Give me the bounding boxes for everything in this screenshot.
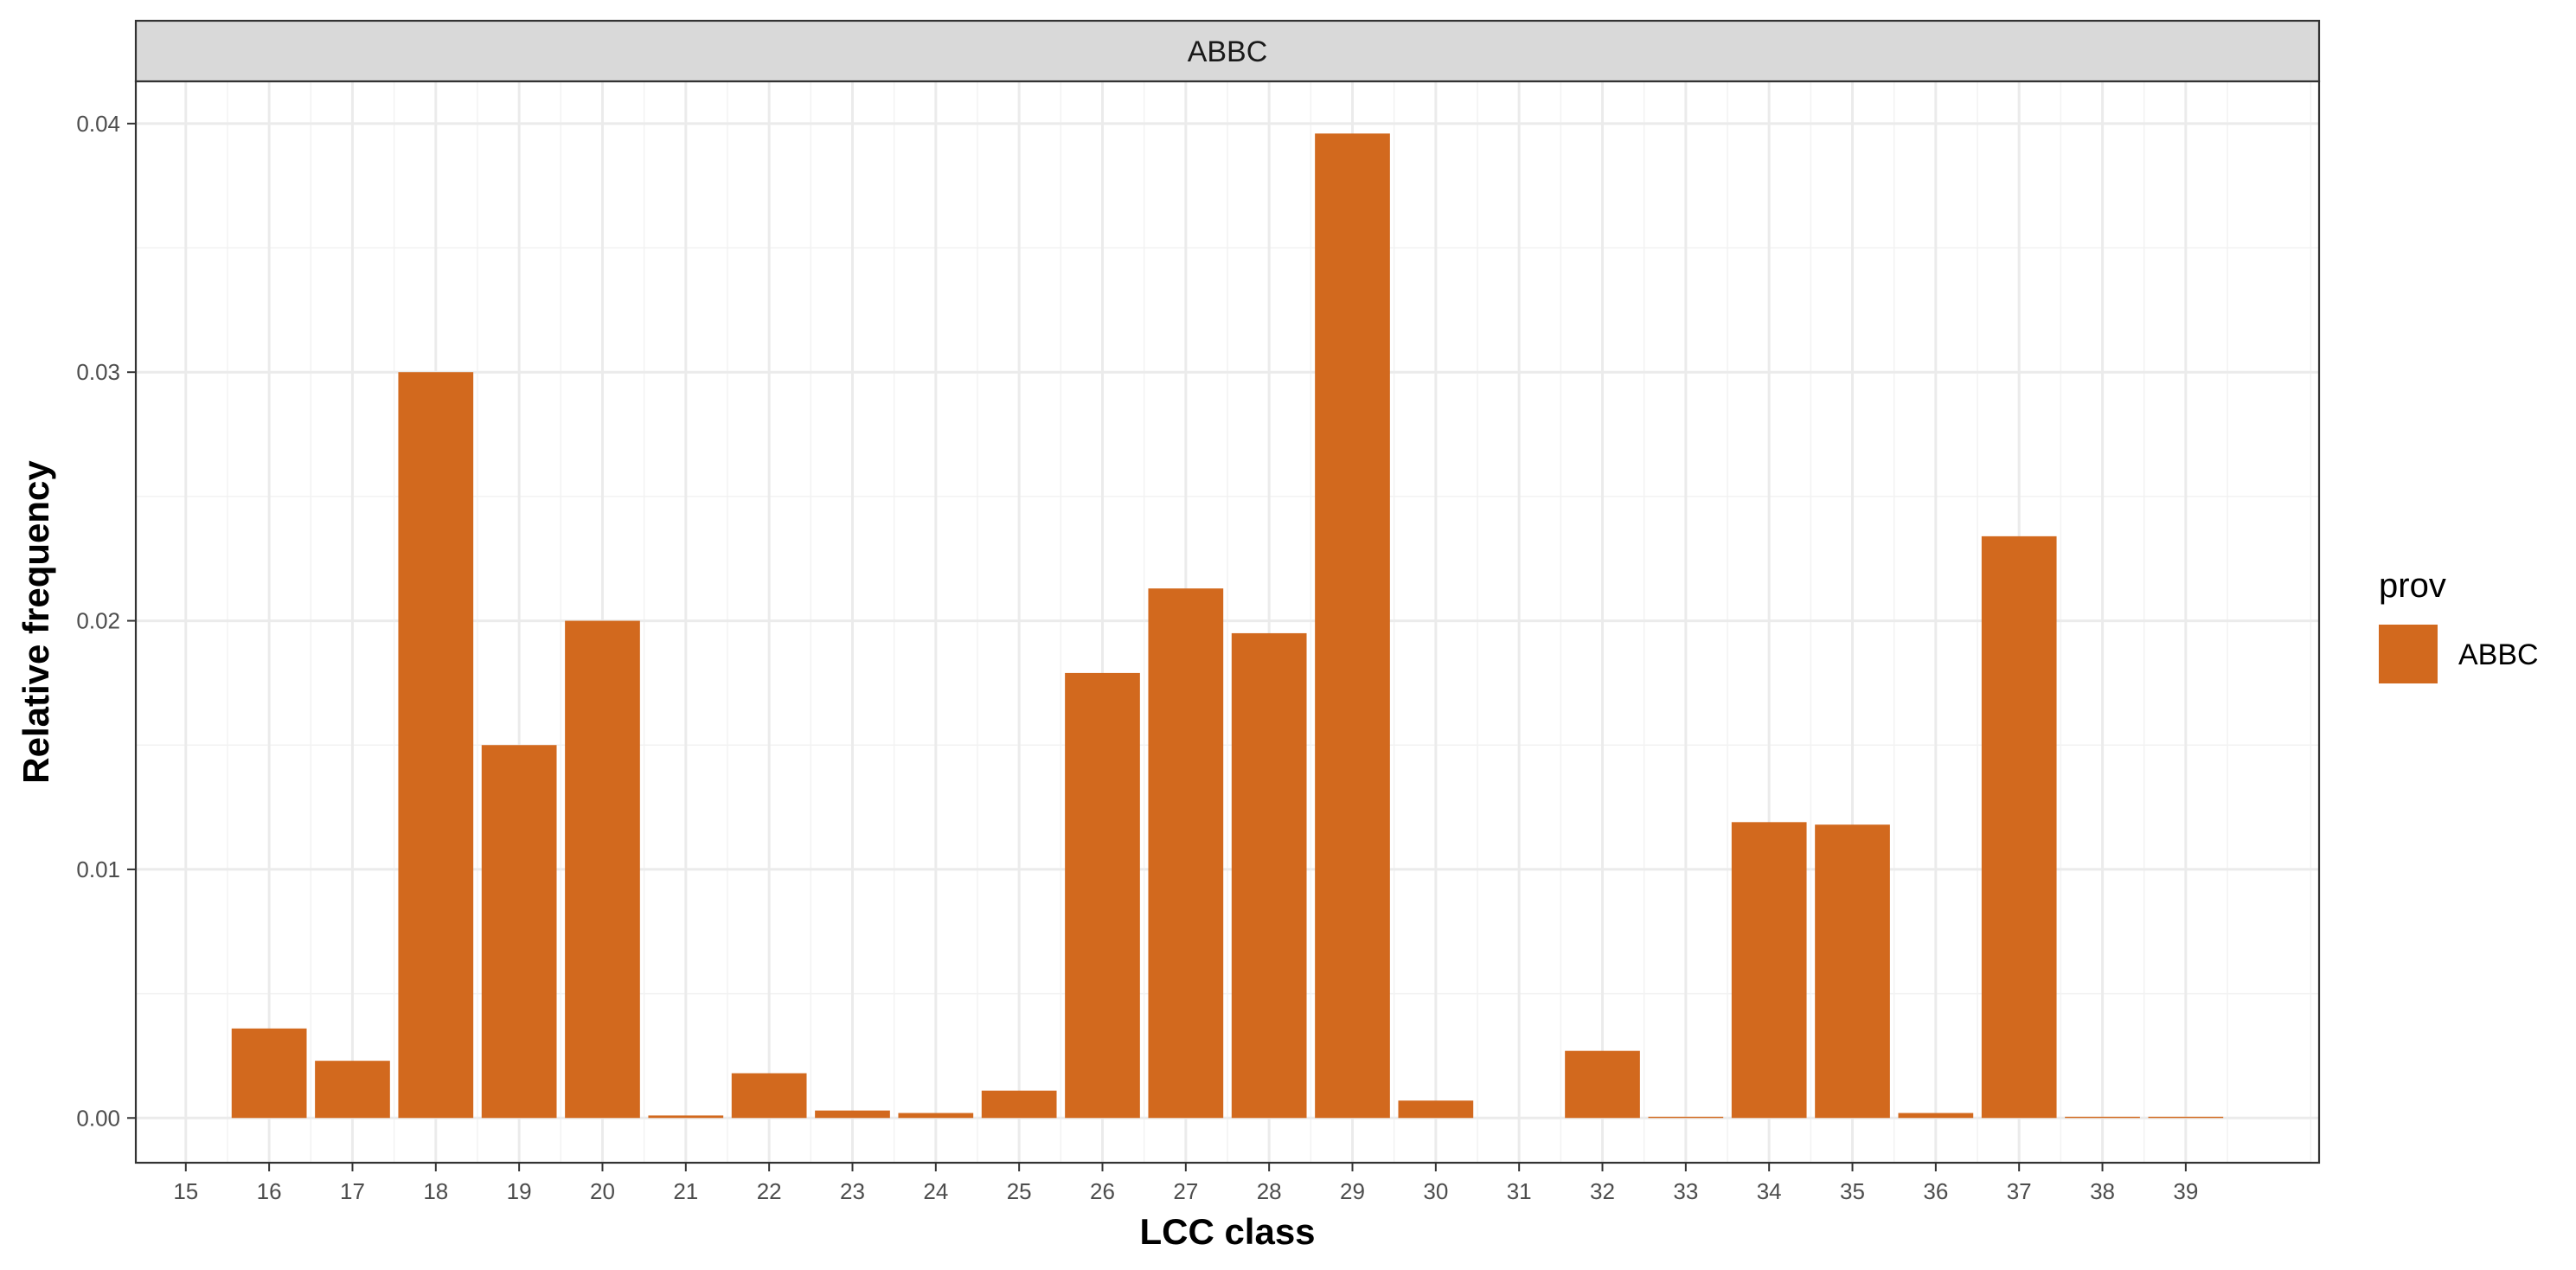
bar-27: [1148, 588, 1224, 1119]
facet-strip: [134, 19, 2321, 83]
x-tick-label: 38: [2090, 1178, 2115, 1204]
x-tick-label: 20: [590, 1178, 615, 1204]
bar-32: [1565, 1050, 1640, 1119]
bar-20: [565, 620, 640, 1119]
y-tick-label: 0.01: [76, 856, 120, 882]
x-tick-label: 19: [507, 1178, 532, 1204]
bar-21: [648, 1115, 724, 1119]
bar-39: [2148, 1116, 2224, 1119]
bar-24: [898, 1113, 974, 1119]
bar-17: [315, 1061, 390, 1119]
bar-25: [981, 1090, 1057, 1119]
x-tick-label: 18: [423, 1178, 448, 1204]
x-axis: 15 16 17 18 19 20 21 22 23 24 25 26 27 28 29 30 31 32 33 34…: [173, 1163, 2198, 1204]
bar-34: [1731, 822, 1807, 1119]
bar-37: [1981, 536, 2057, 1119]
y-axis-title: Relative frequency: [16, 460, 56, 784]
bar-33: [1648, 1116, 1724, 1119]
x-tick-label: 21: [673, 1178, 698, 1204]
x-tick-label: 35: [1840, 1178, 1865, 1204]
y-axis: 0.00 0.01 0.02 0.03 0.04: [76, 111, 136, 1131]
y-tick-label: 0.00: [76, 1105, 120, 1131]
x-tick-label: 37: [2007, 1178, 2032, 1204]
x-tick-label: 33: [1673, 1178, 1698, 1204]
x-axis-title: LCC class: [1139, 1211, 1315, 1252]
bars: [231, 133, 2224, 1119]
bar-16: [231, 1028, 307, 1119]
x-tick-label: 25: [1007, 1178, 1032, 1204]
legend-title: prov: [2379, 567, 2446, 605]
facet-strip-label: ABBC: [1188, 35, 1268, 68]
x-tick-label: 36: [1923, 1178, 1948, 1204]
y-tick-label: 0.02: [76, 608, 120, 634]
bar-23: [815, 1110, 890, 1119]
x-tick-label: 26: [1090, 1178, 1115, 1204]
bar-30: [1398, 1100, 1474, 1119]
x-tick-label: 39: [2173, 1178, 2198, 1204]
bar-28: [1231, 632, 1307, 1119]
y-tick-label: 0.03: [76, 359, 120, 385]
bar-19: [481, 745, 557, 1119]
legend-key-abbc: [2379, 625, 2438, 683]
bar-22: [731, 1073, 807, 1119]
legend: prov ABBC: [2379, 567, 2539, 683]
x-tick-label: 30: [1423, 1178, 1448, 1204]
y-tick-label: 0.04: [76, 111, 120, 137]
bar-26: [1065, 672, 1140, 1119]
x-tick-label: 31: [1507, 1178, 1532, 1204]
bar-29: [1315, 133, 1390, 1119]
legend-label-abbc: ABBC: [2458, 638, 2539, 671]
bar-35: [1815, 824, 1890, 1119]
x-tick-label: 34: [1757, 1178, 1782, 1204]
bar-38: [2065, 1116, 2140, 1119]
x-tick-label: 28: [1257, 1178, 1282, 1204]
x-tick-label: 22: [757, 1178, 782, 1204]
bar-18: [398, 372, 474, 1119]
x-tick-label: 32: [1590, 1178, 1615, 1204]
x-tick-label: 16: [257, 1178, 282, 1204]
x-tick-label: 23: [840, 1178, 865, 1204]
bar-36: [1898, 1113, 1974, 1119]
x-tick-label: 15: [173, 1178, 198, 1204]
x-tick-label: 29: [1340, 1178, 1365, 1204]
x-tick-label: 27: [1173, 1178, 1198, 1204]
x-tick-label: 17: [340, 1178, 365, 1204]
x-tick-label: 24: [923, 1178, 948, 1204]
